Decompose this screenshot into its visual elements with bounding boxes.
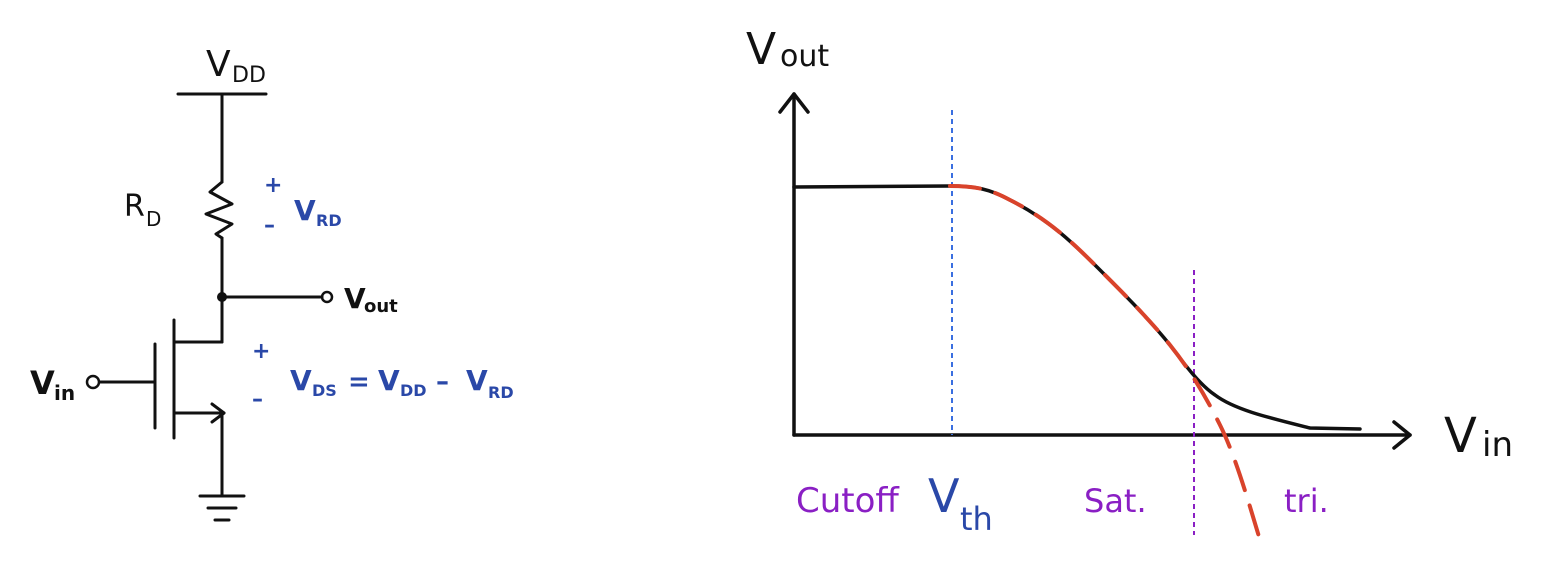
y-axis-label: V [746,24,776,75]
x-axis-label: V [1444,408,1477,464]
vds-eq-v3: V [466,364,488,397]
vout-terminal-label-sub: out [364,296,398,317]
vds-eq-op: – [436,367,449,397]
vrd-plus: + [264,173,282,198]
transfer-characteristic-graph [778,92,1412,542]
vds-eq-v3-sub: RD [488,383,514,402]
rd-label-sub: D [146,207,161,231]
vds-minus: – [252,387,263,412]
region-tri-label: tri. [1284,482,1329,520]
vin-terminal-label-sub: in [54,381,75,405]
x-axis-label-sub: in [1482,425,1513,465]
region-sat-label: Sat. [1084,482,1147,520]
vin-terminal-label: V [30,364,55,402]
rd-label: R [124,189,145,224]
vrd-label: V [294,194,316,227]
vds-eq-v1-sub: DS [312,381,337,400]
square-law-extension [948,184,1262,542]
y-axis-arrow-icon [778,92,810,114]
region-cutoff-label: Cutoff [796,481,900,521]
resistor-rd [204,180,234,240]
output-node-dot [217,292,227,302]
y-axis-label-sub: out [780,39,829,74]
vds-eq-v2-sub: DD [400,381,427,400]
vds-eq-v2: V [378,364,400,397]
vout-terminal-label: V [344,282,366,315]
threshold-label-sub: th [960,500,993,538]
x-axis-arrow-icon [1392,420,1412,450]
vrd-minus: – [264,213,275,238]
output-terminal [320,290,334,304]
input-terminal [85,374,101,390]
vdd-label: V [206,44,231,85]
vds-plus: + [252,339,270,364]
transfer-curve [792,184,1362,431]
vdd-label-sub: DD [232,63,266,88]
vrd-label-sub: RD [316,211,342,230]
threshold-label: V [928,469,960,523]
vds-eq-sign: = [348,367,370,397]
vds-eq-v1: V [290,364,312,397]
source-arrow-icon [210,402,226,424]
circuit-schematic [98,92,324,522]
